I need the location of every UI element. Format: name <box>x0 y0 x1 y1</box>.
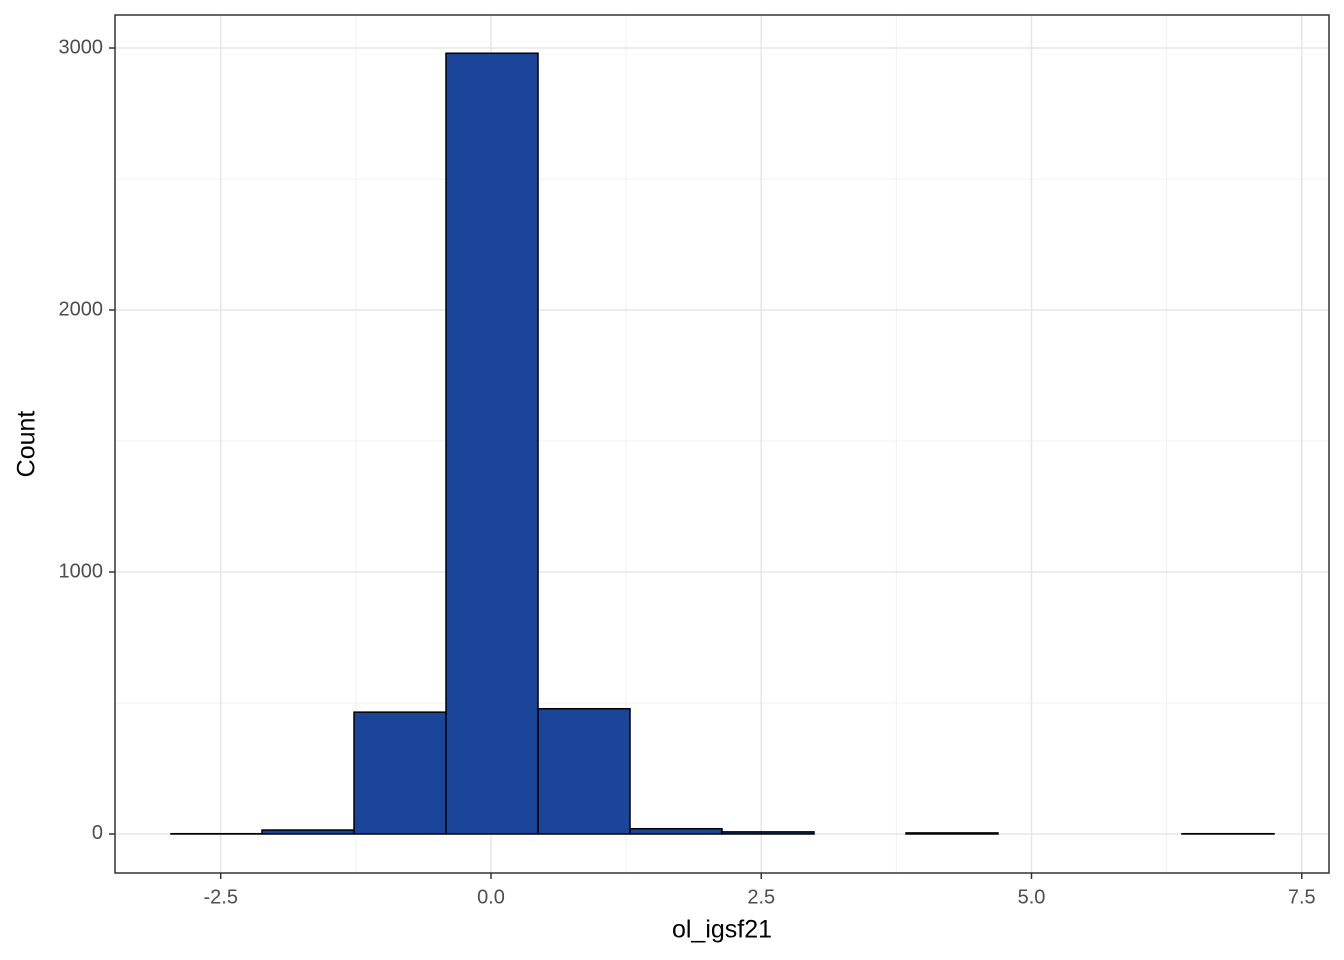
panel-border <box>114 14 1330 874</box>
x-tick-label: 0.0 <box>477 886 505 908</box>
y-tick-label: 2000 <box>59 298 104 320</box>
x-tick-label: -2.5 <box>203 886 237 908</box>
bar <box>537 707 631 835</box>
x-tick-label: 5.0 <box>1018 886 1046 908</box>
bar <box>629 827 723 835</box>
bar <box>905 832 999 835</box>
bar <box>353 711 447 835</box>
bar <box>445 52 539 835</box>
bar <box>721 831 815 835</box>
y-axis-title: Count <box>13 411 41 478</box>
y-tick-label: 0 <box>92 822 103 844</box>
x-tick-label: 2.5 <box>747 886 775 908</box>
y-tick-label: 1000 <box>59 560 104 582</box>
y-tick-label: 3000 <box>59 36 104 58</box>
x-axis-title: ol_igsf21 <box>672 916 772 944</box>
x-tick-label: 7.5 <box>1288 886 1316 908</box>
bar <box>261 829 355 835</box>
